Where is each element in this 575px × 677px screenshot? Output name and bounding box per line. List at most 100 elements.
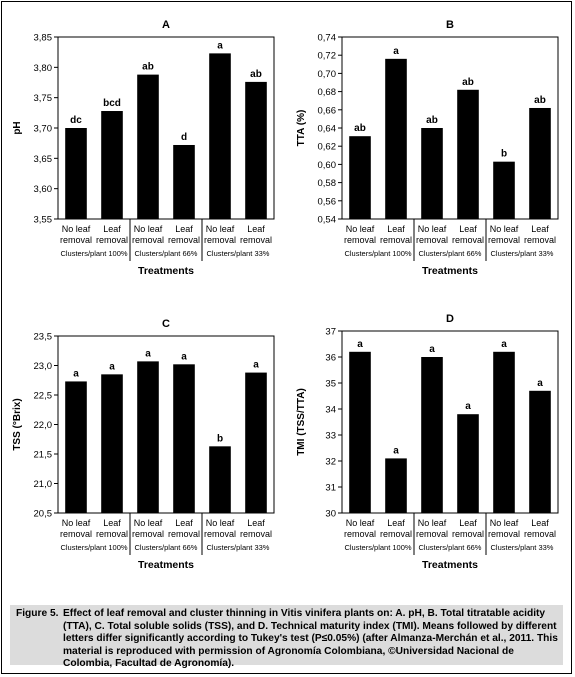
chart-d-category-label: removal [380,529,412,539]
chart-b-ytick-label: 0,72 [318,51,337,62]
chart-b-significance-label: b [501,149,507,160]
chart-d-significance-label: a [537,378,543,389]
chart-c-bar [101,374,123,513]
chart-c-category-label: No leaf [62,518,91,528]
chart-d-category-label: removal [416,529,448,539]
chart-b-category-label: No leaf [346,224,375,234]
chart-d-bar [457,414,479,513]
chart-b-ytick-label: 0,68 [318,87,337,98]
chart-d-bar [385,458,407,513]
chart-a-category-label: No leaf [134,224,163,234]
chart-d-bar [421,357,443,513]
chart-d-significance-label: a [393,445,399,456]
chart-a-ytick-label: 3,80 [34,63,53,74]
chart-b-ylabel: TTA (%) [296,110,307,147]
chart-c-ytick-label: 21,0 [34,479,53,490]
chart-a-significance-label: bcd [103,98,121,109]
chart-a-ytick-label: 3,60 [34,184,53,195]
chart-c-ytick-label: 22,0 [34,420,53,431]
chart-d-ytick-label: 31 [325,483,336,494]
chart-d-ytick-label: 33 [325,431,336,442]
chart-b-bar [421,128,443,219]
chart-a-bar [173,144,195,219]
chart-b-bar [529,107,551,219]
chart-b-ytick-label: 0,60 [318,160,337,171]
chart-b-plot-frame [341,36,559,220]
chart-c-group-label: Clusters/plant 100% [60,543,127,552]
chart-a-category-label: Leaf [103,224,121,234]
chart-d-ytick-label: 32 [325,457,336,468]
chart-d-category-label: removal [344,529,376,539]
chart-d-ytick-label: 34 [325,405,336,416]
chart-b-ytick-label: 0,64 [318,124,337,135]
chart-b-category-label: removal [452,235,484,245]
chart-c-ytick-label: 22,5 [34,391,53,402]
chart-b-category-label: Leaf [531,224,549,234]
chart-d-category-label: removal [452,529,484,539]
chart-c-bar [209,446,231,513]
chart-b-category-label: removal [344,235,376,245]
chart-a-ytick-label: 3,75 [34,93,53,104]
chart-a-category-label: removal [168,235,200,245]
chart-b-bar [457,89,479,219]
chart-c-significance-label: a [181,351,187,362]
chart-c-category-label: Leaf [247,518,265,528]
chart-d-category-label: removal [524,529,556,539]
chart-c-bar [245,372,267,513]
chart-a-significance-label: dc [70,115,82,126]
chart-a-ytick-label: 3,65 [34,154,53,165]
chart-c-category-label: No leaf [134,518,163,528]
chart-d-ytick-label: 35 [325,379,336,390]
chart-b-ytick-label: 0,58 [318,178,337,189]
chart-a-group-label: Clusters/plant 66% [135,249,198,258]
chart-a-significance-label: ab [142,62,154,73]
chart-b-significance-label: ab [354,123,366,134]
caption-text: Effect of leaf removal and cluster thinn… [63,608,558,670]
chart-c-significance-label: a [73,368,79,379]
chart-b-category-label: Leaf [387,224,405,234]
chart-c-group-label: Clusters/plant 33% [207,543,270,552]
chart-d-plot-frame [341,330,559,514]
chart-b-category-label: Leaf [459,224,477,234]
chart-a-bar [245,81,267,219]
chart-b-group-label: Clusters/plant 100% [344,249,411,258]
chart-c-ylabel: TSS (°Brix) [12,398,23,450]
chart-a-ytick-label: 3,85 [34,33,53,44]
chart-c-ytick-label: 23,0 [34,361,53,372]
chart-d-category-label: No leaf [490,518,519,528]
chart-d-bar [493,351,515,513]
chart-c-bar [137,361,159,513]
chart-c-significance-label: b [217,433,223,444]
chart-a-category-label: No leaf [206,224,235,234]
chart-a-significance-label: d [181,132,187,143]
chart-d-category-label: No leaf [346,518,375,528]
chart-b-significance-label: ab [426,115,438,126]
chart-c-category-label: removal [60,529,92,539]
chart-d-bar [349,351,371,513]
chart-a-bar [209,53,231,219]
chart-a-bar [101,111,123,219]
chart-b-category-label: removal [416,235,448,245]
chart-c-bar [173,364,195,513]
chart-a-ytick-label: 3,55 [34,215,53,226]
chart-c-category-label: No leaf [206,518,235,528]
chart-c-category-label: removal [132,529,164,539]
chart-a-title: A [162,19,170,31]
chart-b-ytick-label: 0,54 [318,215,337,226]
chart-b-ytick-label: 0,74 [318,33,337,44]
chart-b-significance-label: ab [534,95,546,106]
chart-c-category-label: removal [168,529,200,539]
chart-c-ytick-label: 23,5 [34,332,53,343]
chart-a-significance-label: a [217,40,223,51]
chart-d-group-label: Clusters/plant 33% [491,543,554,552]
chart-c-significance-label: a [145,348,151,359]
chart-a-category-label: removal [132,235,164,245]
chart-b-ytick-label: 0,66 [318,105,337,116]
chart-c-plot-frame [57,335,275,514]
chart-d-category-label: Leaf [387,518,405,528]
chart-d-category-label: removal [488,529,520,539]
chart-d-significance-label: a [429,344,435,355]
chart-b-group-label: Clusters/plant 66% [419,249,482,258]
